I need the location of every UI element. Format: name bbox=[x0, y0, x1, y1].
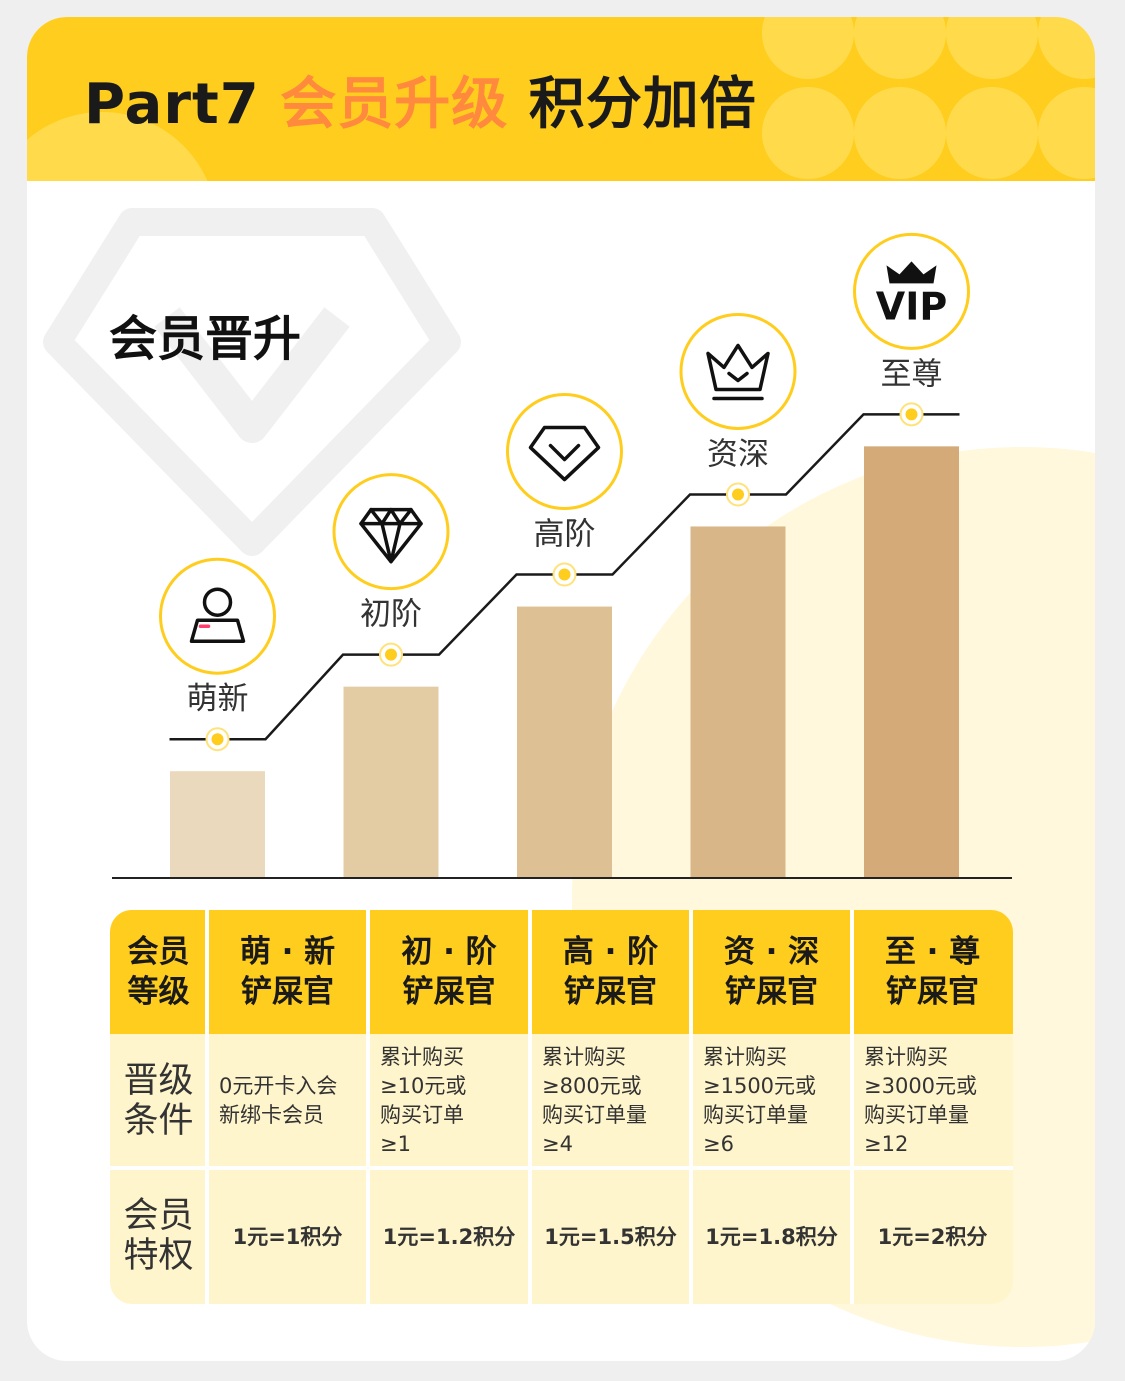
poster-card: Part7 会员升级 积分加倍 萌新 初阶 高阶 资深 至尊 VIP 会员晋升 会员 等级… bbox=[27, 17, 1095, 1361]
condition-line: ≥1 bbox=[380, 1132, 411, 1156]
condition-line: 累计购买 bbox=[542, 1045, 626, 1069]
col-title: 高 · 阶 bbox=[562, 934, 659, 970]
col-title: 萌 · 新 bbox=[239, 934, 336, 970]
col-subtitle: 铲屎官 bbox=[564, 974, 657, 1010]
level-bar bbox=[517, 606, 612, 878]
privilege-cell: 1元=1.5积分 bbox=[544, 1225, 677, 1249]
condition-line: ≥12 bbox=[864, 1132, 909, 1156]
table-header-label: 会员 等级 bbox=[110, 910, 207, 1034]
table-divider bbox=[205, 910, 209, 1304]
col-subtitle: 铲屎官 bbox=[402, 974, 496, 1010]
level-name: 至尊 bbox=[881, 356, 943, 392]
col-subtitle: 铲屎官 bbox=[725, 974, 818, 1010]
title-part: Part7 bbox=[84, 72, 260, 137]
privilege-cell: 1元=1积分 bbox=[232, 1225, 343, 1249]
table-divider bbox=[850, 910, 854, 1304]
col-title: 至 · 尊 bbox=[884, 934, 981, 970]
v-gem-icon bbox=[506, 393, 623, 511]
condition-line: 购买订单量 bbox=[542, 1103, 647, 1127]
col-title: 初 · 阶 bbox=[401, 934, 497, 970]
level-marker-dot bbox=[379, 642, 403, 667]
condition-line: ≥1500元或 bbox=[703, 1074, 817, 1098]
level-name: 萌新 bbox=[187, 681, 249, 717]
table-header-col: 初 · 阶 铲屎官 bbox=[368, 910, 530, 1034]
condition-line: ≥3000元或 bbox=[864, 1074, 978, 1098]
condition-label-line: 条件 bbox=[123, 1101, 194, 1141]
level-name: 资深 bbox=[707, 436, 769, 472]
title-rest: 积分加倍 bbox=[528, 72, 757, 137]
condition-line: 累计购买 bbox=[864, 1045, 948, 1069]
privilege-label: 会员 特权 bbox=[110, 1168, 207, 1304]
condition-cell: 累计购买 ≥800元或 购买订单量 ≥4 bbox=[530, 1034, 691, 1168]
privilege-label-line: 会员 bbox=[123, 1196, 194, 1236]
section-title: 会员晋升 bbox=[109, 311, 302, 367]
header-label-line: 等级 bbox=[127, 974, 190, 1010]
table-divider bbox=[689, 910, 693, 1304]
condition-line: ≥6 bbox=[703, 1132, 734, 1156]
condition-cell: 0元开卡入会 新绑卡会员 bbox=[207, 1034, 368, 1168]
condition-line: 新绑卡会员 bbox=[219, 1103, 324, 1127]
condition-line: 累计购买 bbox=[703, 1045, 787, 1069]
header-banner: Part7 会员升级 积分加倍 bbox=[27, 17, 1095, 181]
col-subtitle: 铲屎官 bbox=[241, 974, 334, 1010]
level-marker-dot bbox=[726, 482, 750, 507]
page-title: Part7 会员升级 积分加倍 bbox=[84, 59, 757, 140]
level-bar bbox=[170, 771, 265, 878]
col-subtitle: 铲屎官 bbox=[886, 974, 979, 1010]
table-divider bbox=[528, 910, 532, 1304]
condition-line: 购买订单 bbox=[380, 1103, 464, 1127]
level-name: 高阶 bbox=[534, 517, 596, 553]
privilege-cell: 1元=1.8积分 bbox=[705, 1225, 838, 1249]
table-header-col: 至 · 尊 铲屎官 bbox=[852, 910, 1013, 1034]
level-marker-dot bbox=[899, 402, 924, 427]
level-name: 初阶 bbox=[360, 597, 422, 633]
condition-line: 0元开卡入会 bbox=[219, 1074, 338, 1098]
header-label-line: 会员 bbox=[127, 934, 190, 970]
level-bar bbox=[864, 446, 959, 878]
crown-check-icon bbox=[679, 312, 797, 430]
privilege-label-line: 特权 bbox=[123, 1236, 194, 1276]
privilege-cell: 1元=1.2积分 bbox=[382, 1225, 516, 1249]
condition-line: 购买订单量 bbox=[864, 1103, 969, 1127]
person-badge-icon bbox=[159, 557, 276, 675]
watermark-diamond-icon bbox=[43, 208, 461, 556]
decor-circle bbox=[854, 87, 946, 179]
col-title: 资 · 深 bbox=[723, 934, 820, 970]
condition-line: 累计购买 bbox=[380, 1045, 464, 1069]
decor-circle bbox=[762, 87, 854, 179]
vip-crown-icon: VIP bbox=[853, 232, 970, 350]
table-header-col: 萌 · 新 铲屎官 bbox=[207, 910, 368, 1034]
condition-line: 购买订单量 bbox=[703, 1103, 808, 1127]
table-divider bbox=[110, 1166, 1013, 1170]
condition-line: ≥10元或 bbox=[380, 1074, 467, 1098]
condition-label: 晋级 条件 bbox=[110, 1034, 207, 1168]
diamond-icon bbox=[332, 473, 450, 591]
condition-cell: 累计购买 ≥10元或 购买订单 ≥1 bbox=[368, 1034, 530, 1168]
level-marker-dot bbox=[205, 727, 230, 752]
level-marker-dot bbox=[552, 562, 577, 587]
title-highlight: 会员升级 bbox=[280, 72, 509, 137]
table-header-col: 高 · 阶 铲屎官 bbox=[530, 910, 691, 1034]
condition-line: ≥4 bbox=[542, 1132, 573, 1156]
vip-label: VIP bbox=[876, 284, 947, 328]
level-chart: 萌新 初阶 高阶 资深 至尊 VIP bbox=[43, 208, 1012, 879]
privilege-cell: 1元=2积分 bbox=[877, 1225, 988, 1249]
table-header-col: 资 · 深 铲屎官 bbox=[691, 910, 852, 1034]
decor-circle bbox=[946, 87, 1038, 179]
table-divider bbox=[366, 910, 370, 1304]
condition-label-line: 晋级 bbox=[123, 1061, 194, 1101]
level-bar bbox=[690, 526, 786, 878]
level-table: 会员 等级 萌 · 新 铲屎官 初 · 阶 铲屎官 高 · 阶 铲屎官 资 · … bbox=[110, 910, 1013, 1304]
condition-line: ≥800元或 bbox=[542, 1074, 642, 1098]
condition-cell: 累计购买 ≥3000元或 购买订单量 ≥12 bbox=[852, 1034, 1013, 1168]
level-bar bbox=[343, 686, 439, 878]
condition-cell: 累计购买 ≥1500元或 购买订单量 ≥6 bbox=[691, 1034, 852, 1168]
